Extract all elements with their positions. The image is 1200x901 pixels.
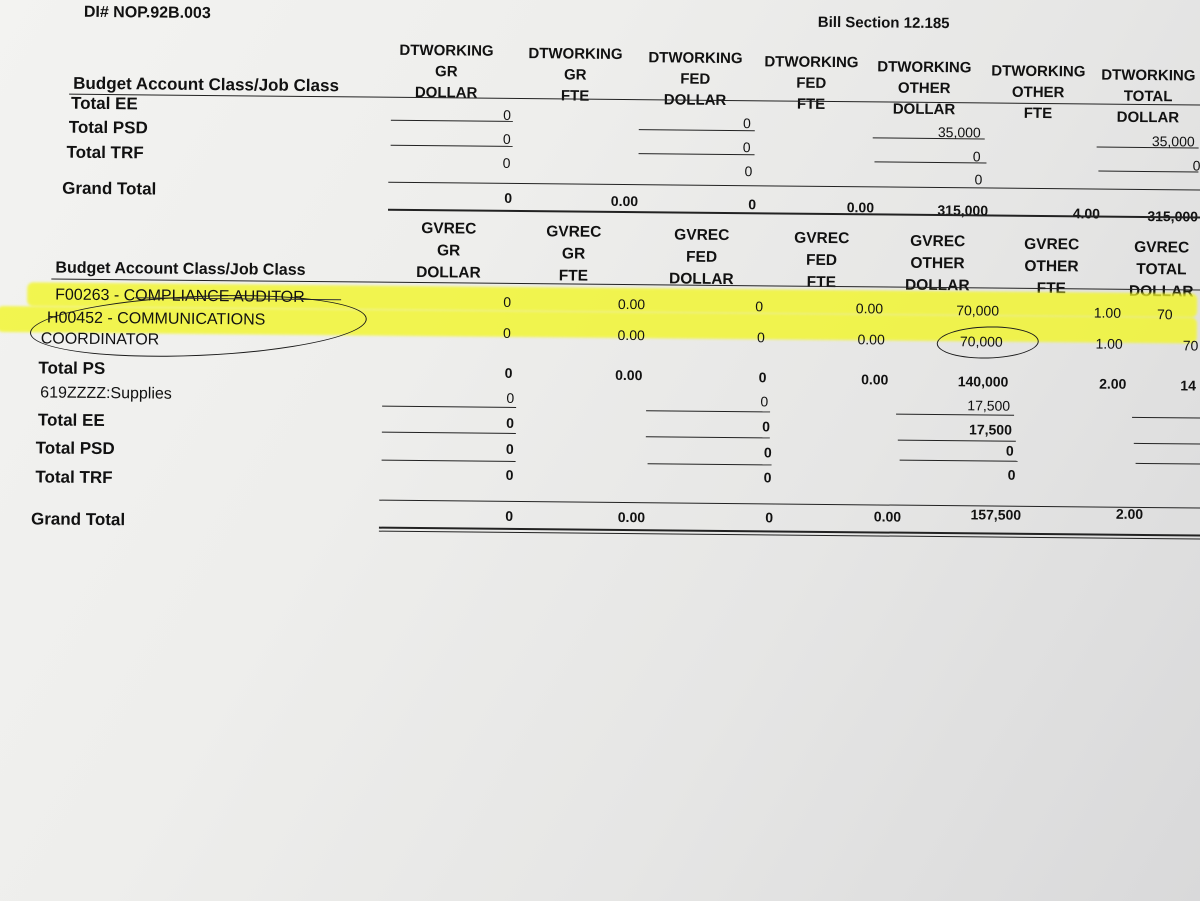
t1-trf-gr-dollar: 0: [502, 154, 511, 171]
t2-row-label: Total TRF: [35, 467, 113, 488]
t1-gt-other-fte: 4.00: [1072, 205, 1101, 222]
t2-grand-total-label: Grand Total: [30, 509, 126, 530]
rule: [1133, 442, 1200, 445]
t2-supplies-label: 619ZZZZ:Supplies: [40, 384, 172, 403]
t1-gt-gr-dollar: 0: [504, 189, 513, 206]
r2-gr-fte: 0.00: [617, 326, 645, 344]
ps-fed-dollar: 0: [758, 369, 767, 386]
r1-total-dollar: 70: [1156, 306, 1173, 323]
rule: [647, 463, 772, 466]
rule: [382, 405, 517, 408]
t2-col-fed-fte: GVREC FED FTE: [794, 229, 850, 292]
t2-total-ps-label: Total PS: [38, 358, 106, 379]
r1-gr-dollar: 0: [503, 293, 512, 310]
t1-gt-gr-fte: 0.00: [610, 192, 639, 210]
ee-fed-dollar: 0: [762, 418, 771, 435]
rule: [390, 144, 513, 147]
t1-col-fed-dollar: DTWORKINGFEDDOLLAR: [648, 49, 743, 109]
rule: [645, 436, 770, 439]
psd-gr-dollar: 0: [505, 440, 514, 457]
gt-fed-dollar: 0: [765, 509, 774, 526]
trf-other-dollar: 0: [1007, 466, 1016, 483]
rule: [638, 129, 755, 132]
t1-trf-other-dollar: 0: [974, 171, 983, 188]
psd-other-dollar: 0: [1005, 442, 1014, 459]
r1-other-dollar: 70,000: [956, 302, 1000, 319]
t1-col-other-dollar: DTWORKING OTHER DOLLAR: [877, 58, 972, 119]
ee-other-dollar: 17,500: [969, 421, 1012, 438]
ps-other-fte: 2.00: [1099, 375, 1127, 392]
sup-gr-dollar: 0: [506, 389, 515, 406]
sup-fed-dollar: 0: [760, 393, 769, 410]
ps-fed-fte: 0.00: [861, 371, 889, 388]
t2-title: Budget Account Class/Job Class: [55, 259, 306, 279]
r2-gr-dollar: 0: [502, 324, 511, 341]
r2-fed-fte: 0.00: [857, 331, 885, 348]
rule: [381, 459, 516, 462]
rule: [1132, 416, 1200, 419]
r2-other-fte: 1.00: [1095, 335, 1123, 352]
t2-col-gr-dollar: GVREC GR DOLLAR: [416, 220, 481, 282]
ps-gr-dollar: 0: [504, 364, 513, 381]
t2-row-label: Total EE: [37, 410, 105, 431]
t1-trf-fed-dollar: 0: [744, 163, 753, 180]
r1-fed-fte: 0.00: [855, 300, 884, 317]
r1-other-fte: 1.00: [1093, 304, 1122, 321]
t2-col-fed-dollar: GVREC FED DOLLAR: [668, 226, 734, 289]
t2-col-gr-fte: GVREC GR FTE: [546, 223, 602, 285]
t1-col-other-fte: DTWORKING OTHER FTE: [991, 62, 1086, 123]
gt-gr-fte: 0.00: [617, 508, 646, 526]
t1-title: Budget Account Class/Job Class: [73, 73, 340, 96]
t1-grand-total-label: Grand Total: [62, 178, 157, 199]
ps-total-dollar: 14: [1180, 377, 1197, 394]
bill-section: Bill Section 12.185: [817, 13, 950, 33]
rule: [1135, 462, 1200, 465]
rule: [381, 431, 516, 434]
rule: [646, 410, 771, 413]
r2-fed-dollar: 0: [756, 329, 765, 346]
psd-fed-dollar: 0: [763, 444, 772, 461]
t1-row-label: Total PSD: [68, 117, 148, 138]
trf-fed-dollar: 0: [763, 469, 772, 486]
t1-gt-fed-dollar: 0: [748, 196, 757, 213]
gt-other-dollar: 157,500: [970, 506, 1022, 523]
t1-col-gr-dollar: DTWORKING GR DOLLAR: [399, 41, 494, 102]
rule: [899, 459, 1018, 462]
di-number: DI# NOP.92B.003: [83, 3, 211, 23]
r2-total-dollar: 70: [1182, 337, 1199, 354]
t2-row-label: Total PSD: [35, 438, 115, 459]
t1-col-fed-fte: DTWORKING FED FTE: [764, 53, 859, 113]
ee-gr-dollar: 0: [506, 414, 515, 431]
sup-other-dollar: 17,500: [967, 397, 1011, 414]
gt-fed-fte: 0.00: [873, 508, 902, 525]
t2-col-other-fte: GVREC OTHER FTE: [1024, 235, 1080, 298]
ps-other-dollar: 140,000: [957, 373, 1009, 390]
rule: [638, 153, 755, 156]
t1-row-label: Total EE: [70, 93, 138, 114]
trf-gr-dollar: 0: [505, 466, 514, 483]
t1-col-total-dollar: DTWORKING TOTAL DOLLAR: [1101, 66, 1196, 127]
r1-fed-dollar: 0: [755, 298, 764, 315]
r1-gr-fte: 0.00: [617, 295, 646, 313]
gt-other-fte: 2.00: [1115, 505, 1144, 522]
rule: [896, 413, 1015, 416]
t1-row-label: Total TRF: [66, 142, 144, 163]
ps-gr-fte: 0.00: [615, 366, 643, 384]
gt-gr-dollar: 0: [505, 507, 514, 524]
